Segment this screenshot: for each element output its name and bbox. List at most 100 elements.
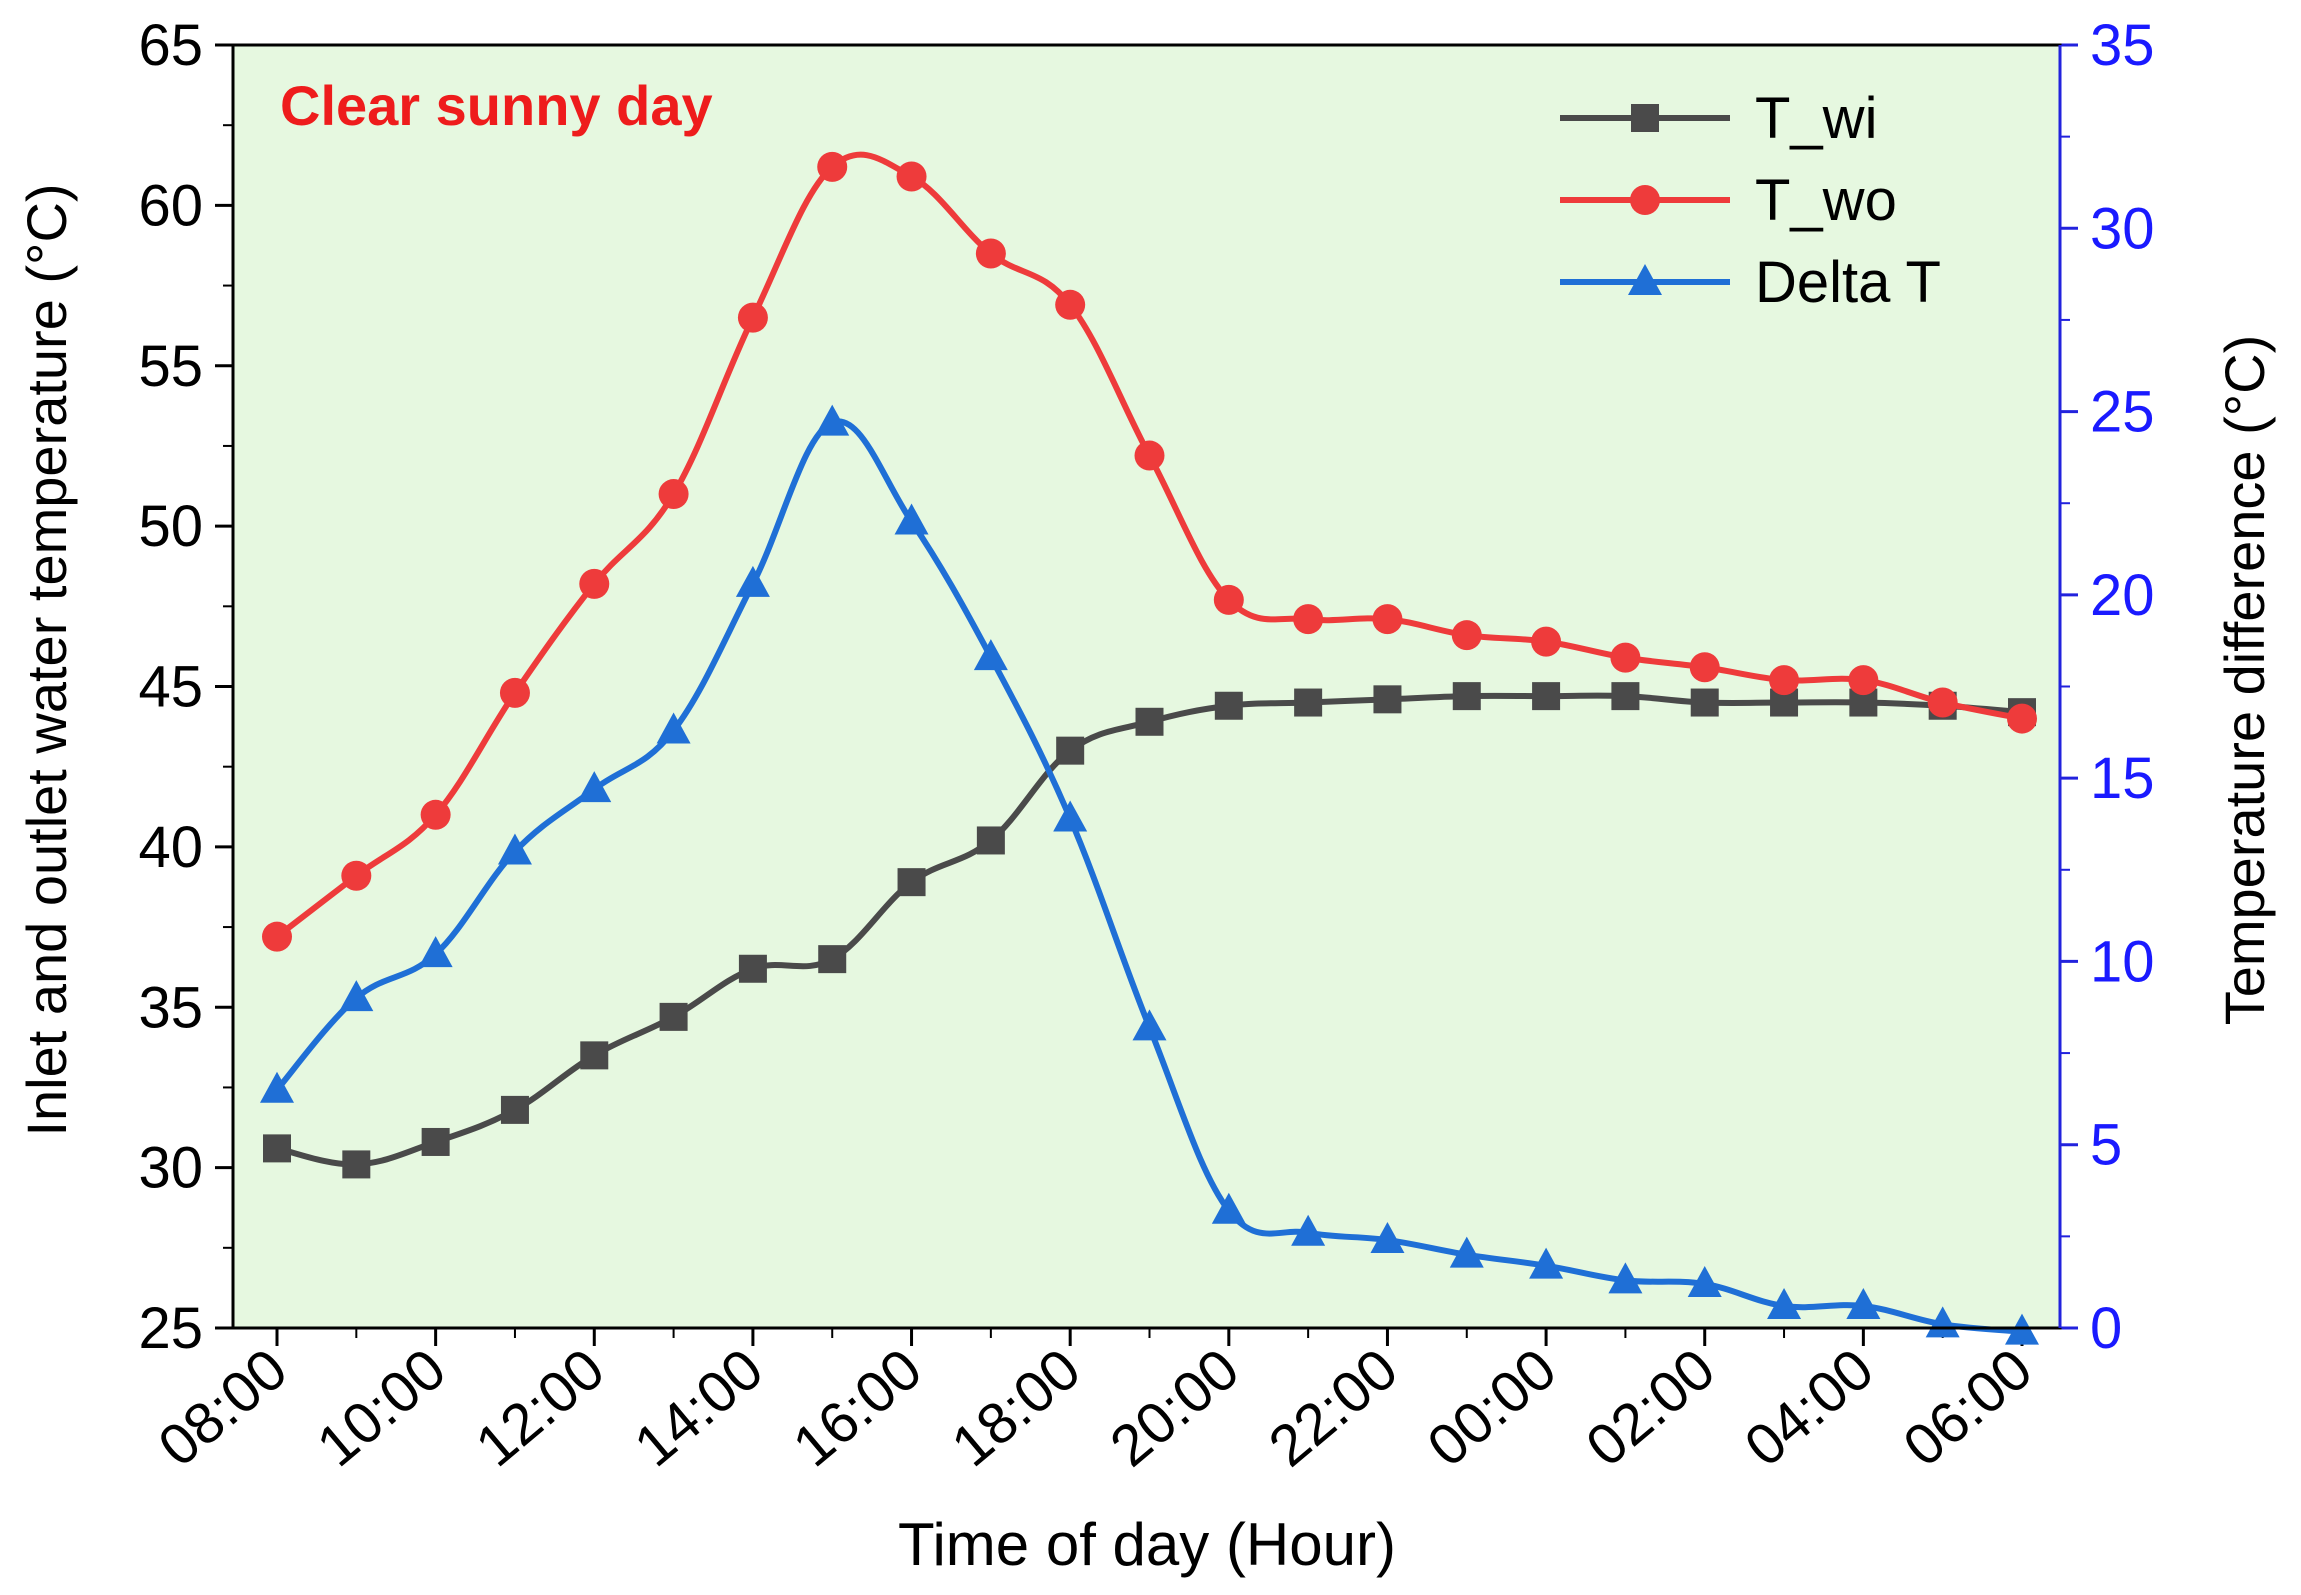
data-point-t-wi (500, 1095, 529, 1124)
y-right-tick-label: 0 (2090, 1296, 2122, 1361)
data-point-delta-t (260, 1071, 294, 1103)
data-point-delta-t (1132, 1009, 1167, 1041)
y-right-tick-label: 10 (2090, 929, 2155, 994)
y-axis-right-label: Temperature difference (°C) (2213, 335, 2276, 1026)
x-tick-label: 22:00 (1257, 1336, 1410, 1479)
data-point-t-wi (421, 1127, 450, 1156)
data-point-delta-t (1925, 1306, 1960, 1338)
legend-label-t-wi: T_wi (1755, 86, 1877, 151)
data-point-delta-t (735, 565, 770, 597)
data-point-t-wi (659, 1002, 688, 1031)
x-tick-labels: 08:00 10:00 12:00 14:00 16:00 18:00 20:00 22:00… (146, 1336, 2044, 1479)
data-point-t-wo (1372, 604, 1403, 635)
data-point-t-wo (1451, 620, 1482, 651)
right-tick-labels: 0 5 10 15 20 25 30 35 (2090, 13, 2155, 1361)
data-point-t-wi (897, 868, 926, 897)
data-point-delta-t (656, 712, 691, 744)
data-point-t-wi (1532, 682, 1561, 711)
y-axis-left-label: Inlet and outlet water temperature (°C) (15, 183, 78, 1136)
legend-label-delta-t: Delta T (1755, 250, 1941, 315)
data-point-t-wo (341, 860, 372, 891)
x-axis-label: Time of day (Hour) (898, 1511, 1396, 1578)
data-point-delta-t (1846, 1288, 1881, 1320)
legend-marker-delta-t (1628, 264, 1662, 295)
data-point-delta-t (973, 639, 1008, 671)
data-point-t-wi (1214, 691, 1243, 720)
y-right-tick-label: 5 (2090, 1113, 2122, 1178)
data-point-delta-t (815, 404, 850, 436)
y-left-tick-label: 60 (138, 173, 203, 238)
data-point-delta-t (1529, 1247, 1564, 1279)
data-point-t-wi (342, 1150, 371, 1179)
y-left-tick-label: 45 (138, 655, 203, 720)
data-point-t-wo (499, 677, 530, 708)
data-point-delta-t (1608, 1262, 1643, 1294)
x-tick-label: 02:00 (1574, 1336, 1727, 1479)
legend-label-t-wo: T_wo (1755, 168, 1897, 233)
data-point-t-wi (1452, 682, 1481, 711)
data-point-t-wi (976, 826, 1005, 855)
data-point-t-wo (1689, 652, 1720, 683)
y-left-tick-label: 25 (138, 1296, 203, 1361)
chart-annotation: Clear sunny day (280, 74, 713, 137)
y-right-tick-label: 20 (2090, 563, 2155, 628)
x-tick-label: 18:00 (940, 1336, 1093, 1479)
y-left-tick-label: 30 (138, 1136, 203, 1201)
legend-marker-t-wo (1630, 185, 1660, 215)
data-point-t-wo (262, 921, 292, 952)
data-point-t-wo (1927, 687, 1958, 718)
major-ticks (215, 43, 2078, 1346)
x-tick-label: 04:00 (1733, 1336, 1886, 1479)
y-left-tick-label: 55 (138, 334, 203, 399)
x-tick-label: 16:00 (781, 1336, 934, 1479)
x-tick-label: 14:00 (622, 1336, 775, 1479)
y-left-tick-label: 50 (138, 494, 203, 559)
legend-item-t-wi: T_wi (1560, 86, 1877, 151)
data-point-delta-t (1370, 1222, 1405, 1254)
data-point-t-wo (975, 238, 1006, 269)
data-point-delta-t (577, 771, 612, 803)
y-left-tick-label: 35 (138, 975, 203, 1040)
data-point-t-wi (1056, 736, 1085, 765)
x-tick-label: 10:00 (305, 1336, 458, 1479)
data-point-t-wo (658, 479, 689, 510)
data-point-delta-t (418, 936, 453, 968)
y-left-tick-label: 40 (138, 815, 203, 880)
data-point-t-wo (1293, 604, 1324, 635)
data-point-delta-t (1211, 1192, 1246, 1224)
series-line-delta-t (274, 418, 2023, 1335)
data-point-t-wo (420, 799, 451, 830)
data-point-t-wo (1213, 584, 1244, 615)
series-t-wo (262, 151, 2037, 952)
x-tick-label: 12:00 (464, 1336, 617, 1479)
data-point-delta-t (1687, 1266, 1722, 1298)
data-point-t-wi (1294, 688, 1323, 717)
data-point-delta-t (1449, 1236, 1484, 1268)
data-point-delta-t (339, 980, 374, 1012)
data-point-delta-t (1053, 800, 1088, 832)
legend-item-t-wo: T_wo (1560, 168, 1897, 233)
legend-item-delta-t: Delta T (1560, 250, 1941, 315)
y-right-tick-label: 35 (2090, 13, 2155, 78)
series-delta-t (260, 404, 2039, 1345)
data-point-t-wi (580, 1041, 609, 1070)
left-tick-labels: 25 30 35 40 45 50 55 60 65 (138, 13, 203, 1361)
y-right-tick-label: 25 (2090, 380, 2155, 445)
data-point-t-wi (818, 945, 847, 974)
x-tick-label: 00:00 (1415, 1336, 1568, 1479)
y-left-tick-label: 65 (138, 13, 203, 78)
x-tick-label: 06:00 (1891, 1336, 2044, 1479)
data-point-t-wo (1055, 289, 1086, 320)
data-point-t-wo (1134, 440, 1165, 471)
data-point-t-wi (738, 954, 767, 983)
data-point-t-wo (1531, 626, 1562, 657)
legend-marker-t-wi (1631, 104, 1659, 132)
data-point-t-wo (579, 568, 610, 599)
data-point-t-wo (1769, 665, 1800, 696)
data-point-delta-t (1767, 1288, 1802, 1320)
data-point-delta-t (497, 833, 532, 865)
data-point-delta-t (894, 503, 929, 535)
data-point-t-wo (1610, 642, 1641, 673)
legend: T_wi T_wo Delta T (1560, 86, 1941, 315)
